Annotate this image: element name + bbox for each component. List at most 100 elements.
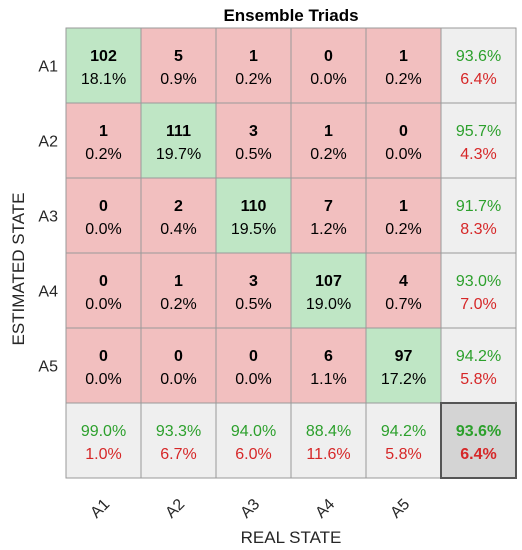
cell-count: 111 [166,123,191,140]
row-correct-rate: 93.6% [456,48,501,65]
row-error-rate: 6.4% [460,71,496,88]
off-diagonal-cell [65,177,142,254]
diagonal-cell [215,177,292,254]
off-diagonal-cell [215,252,292,329]
col-correct-rate: 99.0% [81,423,126,440]
x-tick-label: A2 [162,496,188,522]
y-tick-label: A2 [38,134,58,151]
off-diagonal-cell [215,102,292,179]
cell-percent: 0.2% [160,296,196,313]
row-correct-rate: 95.7% [456,123,501,140]
cell-count: 110 [241,198,267,215]
cell-percent: 0.0% [85,371,121,388]
y-tick-label: A4 [38,284,58,301]
cell-count: 107 [315,273,342,290]
col-summary-cell [215,402,292,479]
x-tick-label: A3 [237,496,263,522]
off-diagonal-cell [140,252,217,329]
off-diagonal-cell [365,177,442,254]
row-summary-cell [440,252,517,329]
col-summary-cell [140,402,217,479]
off-diagonal-cell [215,327,292,404]
cell-percent: 1.2% [310,221,346,238]
cell-count: 1 [174,273,183,290]
off-diagonal-cell [365,102,442,179]
col-summary-cell [65,402,142,479]
y-tick-label: A1 [38,59,58,76]
row-error-rate: 8.3% [460,221,496,238]
cell-count: 1 [99,123,108,140]
overall-correct-rate: 93.6% [456,423,501,440]
cell-count: 0 [324,48,333,65]
cell-count: 0 [99,273,108,290]
cell-count: 0 [174,348,183,365]
row-error-rate: 4.3% [460,146,496,163]
y-tick-label: A5 [38,359,58,376]
cell-percent: 0.2% [385,71,421,88]
col-error-rate: 6.0% [235,446,271,463]
row-correct-rate: 91.7% [456,198,501,215]
x-tick-label: A5 [387,496,413,522]
row-correct-rate: 93.0% [456,273,501,290]
chart-title: Ensemble Triads [223,6,358,25]
cell-count: 0 [399,123,408,140]
overall-accuracy-cell [440,402,517,479]
col-correct-rate: 94.2% [381,423,426,440]
cell-count: 5 [174,48,183,65]
cell-percent: 0.4% [160,221,196,238]
off-diagonal-cell [290,327,367,404]
x-axis-label: REAL STATE [241,528,342,547]
row-correct-rate: 94.2% [456,348,501,365]
cell-count: 6 [324,348,333,365]
cell-percent: 0.7% [385,296,421,313]
cell-percent: 0.2% [385,221,421,238]
diagonal-cell [65,27,142,104]
off-diagonal-cell [65,102,142,179]
cell-percent: 19.0% [306,296,351,313]
row-error-rate: 7.0% [460,296,496,313]
cell-percent: 19.5% [231,221,276,238]
diagonal-cell [140,102,217,179]
cell-percent: 0.2% [235,71,271,88]
off-diagonal-cell [65,252,142,329]
row-summary-cell [440,177,517,254]
matrix-cells: 10218.1%50.9%10.2%00.0%10.2%10.2%11119.7… [65,27,517,479]
off-diagonal-cell [290,27,367,104]
cell-count: 1 [324,123,333,140]
y-axis-label: ESTIMATED STATE [9,192,28,345]
x-tick-label: A1 [87,496,113,522]
cell-percent: 19.7% [156,146,201,163]
cell-percent: 0.0% [160,371,196,388]
row-summary-cell [440,102,517,179]
cell-count: 1 [249,48,258,65]
cell-percent: 0.5% [235,146,271,163]
cell-percent: 0.0% [235,371,271,388]
col-correct-rate: 88.4% [306,423,351,440]
row-summary-cell [440,327,517,404]
col-correct-rate: 94.0% [231,423,276,440]
cell-percent: 0.0% [85,296,121,313]
col-error-rate: 6.7% [160,446,196,463]
cell-count: 7 [324,198,333,215]
off-diagonal-cell [140,327,217,404]
cell-percent: 0.0% [385,146,421,163]
col-summary-cell [290,402,367,479]
cell-count: 1 [399,48,408,65]
cell-percent: 18.1% [81,71,126,88]
off-diagonal-cell [290,102,367,179]
off-diagonal-cell [290,177,367,254]
cell-percent: 0.9% [160,71,196,88]
off-diagonal-cell [215,27,292,104]
off-diagonal-cell [140,177,217,254]
cell-count: 3 [249,123,258,140]
col-error-rate: 11.6% [306,446,350,463]
cell-percent: 0.5% [235,296,271,313]
col-summary-cell [365,402,442,479]
cell-count: 0 [99,198,108,215]
cell-count: 2 [174,198,183,215]
x-tick-label: A4 [312,496,338,522]
cell-count: 0 [99,348,108,365]
col-error-rate: 5.8% [385,446,421,463]
cell-count: 102 [90,48,117,65]
